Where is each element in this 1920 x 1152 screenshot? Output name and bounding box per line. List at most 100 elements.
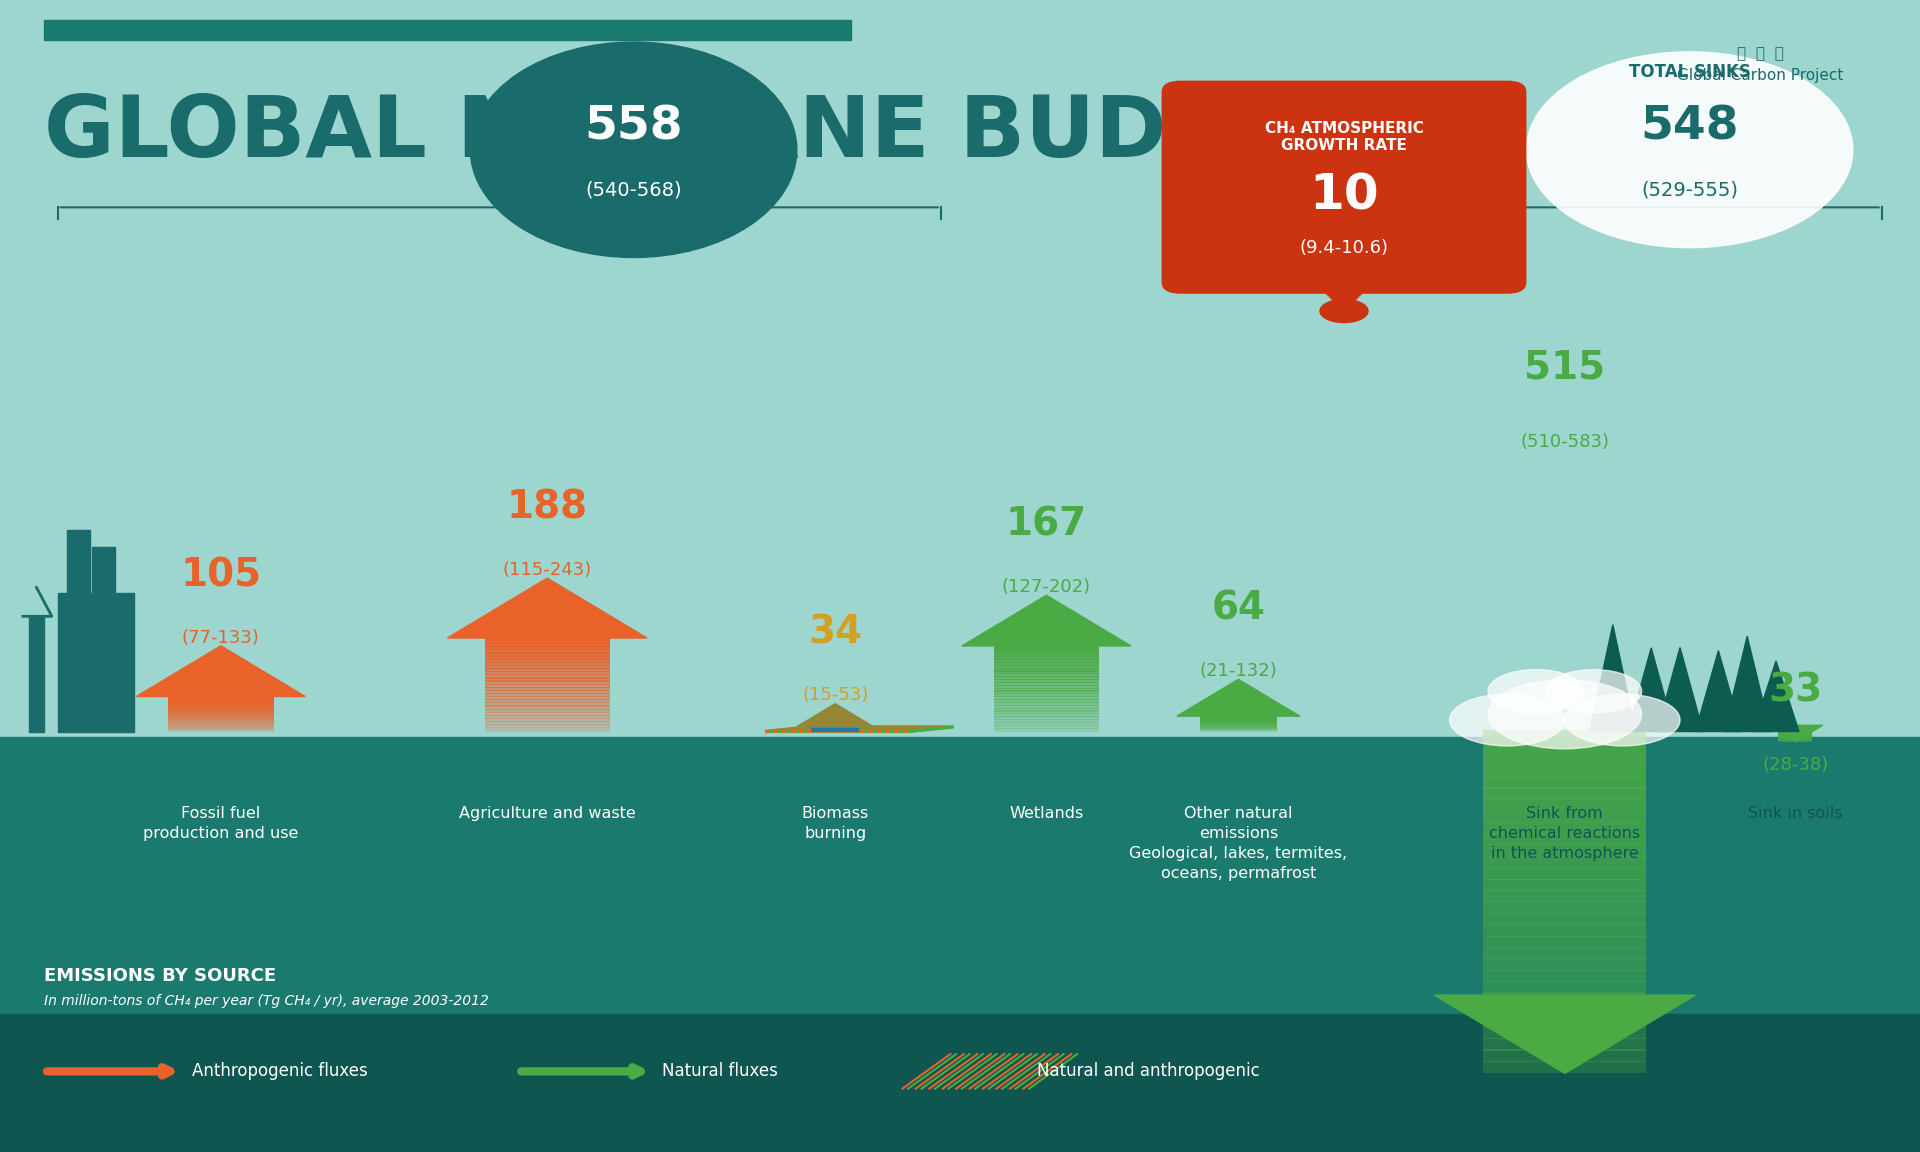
Bar: [1200, 726, 1277, 728]
Bar: [1482, 1061, 1645, 1074]
Text: 105: 105: [180, 556, 261, 594]
Text: GLOBAL METHANE BUDGET: GLOBAL METHANE BUDGET: [44, 92, 1356, 175]
Bar: [995, 713, 1100, 718]
Bar: [1482, 947, 1645, 960]
Bar: [1482, 1049, 1645, 1062]
Text: Fossil fuel
production and use: Fossil fuel production and use: [144, 806, 298, 841]
Bar: [169, 713, 275, 715]
Text: (115-243): (115-243): [503, 561, 591, 578]
Text: 33: 33: [1768, 672, 1822, 710]
FancyArrowPatch shape: [46, 1067, 171, 1076]
Bar: [995, 676, 1100, 680]
Polygon shape: [1590, 594, 1636, 732]
Bar: [995, 717, 1100, 720]
Ellipse shape: [1565, 694, 1680, 746]
Bar: [0, 737, 1920, 1152]
Bar: [1200, 726, 1277, 727]
Bar: [995, 696, 1100, 700]
Bar: [484, 677, 609, 682]
Ellipse shape: [1450, 694, 1565, 746]
Bar: [1200, 723, 1277, 725]
Bar: [995, 722, 1100, 726]
Polygon shape: [1724, 630, 1770, 732]
Bar: [169, 717, 275, 719]
Bar: [995, 679, 1100, 683]
Bar: [44, 20, 851, 40]
Bar: [169, 714, 275, 717]
Bar: [1482, 765, 1645, 778]
Bar: [1200, 727, 1277, 728]
Bar: [484, 718, 609, 722]
Bar: [1778, 737, 1812, 738]
Bar: [1778, 738, 1812, 740]
Polygon shape: [1177, 680, 1300, 717]
Bar: [995, 659, 1100, 664]
Text: (540-568): (540-568): [586, 181, 682, 199]
Bar: [1482, 867, 1645, 880]
Bar: [169, 710, 275, 712]
Bar: [995, 651, 1100, 654]
Bar: [1778, 734, 1812, 736]
Bar: [1200, 715, 1277, 717]
Bar: [484, 703, 609, 706]
Bar: [1778, 735, 1812, 736]
Bar: [995, 657, 1100, 660]
Bar: [995, 645, 1100, 649]
Bar: [1778, 732, 1812, 734]
Bar: [484, 727, 609, 732]
Text: In million-tons of CH₄ per year (Tg CH₄ / yr), average 2003-2012: In million-tons of CH₄ per year (Tg CH₄ …: [44, 994, 490, 1008]
Text: Other natural
emissions
Geological, lakes, termites,
oceans, permafrost: Other natural emissions Geological, lake…: [1129, 806, 1348, 881]
Ellipse shape: [1546, 669, 1642, 713]
Bar: [1778, 736, 1812, 737]
Bar: [484, 694, 609, 697]
Bar: [484, 725, 609, 728]
Bar: [1200, 717, 1277, 718]
Bar: [1200, 721, 1277, 722]
Bar: [1200, 717, 1277, 719]
Bar: [995, 705, 1100, 708]
Bar: [484, 721, 609, 726]
Bar: [169, 718, 275, 720]
Ellipse shape: [1488, 669, 1584, 713]
Text: 548: 548: [1640, 104, 1740, 150]
Bar: [995, 719, 1100, 723]
Bar: [1778, 734, 1812, 735]
Bar: [169, 704, 275, 706]
Bar: [484, 681, 609, 684]
Bar: [484, 687, 609, 691]
Bar: [169, 699, 275, 702]
Text: Agriculture and waste: Agriculture and waste: [459, 806, 636, 821]
Bar: [1200, 730, 1277, 732]
Text: 64: 64: [1212, 590, 1265, 628]
Bar: [1200, 725, 1277, 727]
Bar: [1482, 753, 1645, 766]
Bar: [1778, 730, 1812, 732]
Bar: [169, 729, 275, 732]
Bar: [1778, 740, 1812, 742]
Bar: [1482, 1026, 1645, 1039]
Bar: [169, 706, 275, 708]
Text: Sink from
chemical reactions
in the atmosphere: Sink from chemical reactions in the atmo…: [1490, 806, 1640, 861]
Bar: [169, 702, 275, 704]
Bar: [1778, 741, 1812, 742]
Bar: [1482, 856, 1645, 869]
Bar: [995, 682, 1100, 685]
Bar: [484, 672, 609, 675]
Bar: [995, 728, 1100, 732]
Bar: [995, 725, 1100, 729]
Bar: [995, 690, 1100, 695]
Bar: [1778, 735, 1812, 736]
Text: EMISSIONS BY SOURCE: EMISSIONS BY SOURCE: [44, 967, 276, 985]
Bar: [169, 703, 275, 705]
Bar: [169, 719, 275, 721]
Bar: [169, 726, 275, 728]
Bar: [1200, 726, 1277, 727]
Bar: [1200, 715, 1277, 718]
Bar: [1200, 720, 1277, 721]
Text: (21-132): (21-132): [1200, 662, 1277, 680]
Bar: [995, 670, 1100, 674]
Text: (28-38): (28-38): [1763, 756, 1828, 773]
Bar: [169, 728, 275, 730]
Bar: [995, 662, 1100, 666]
Bar: [484, 690, 609, 695]
